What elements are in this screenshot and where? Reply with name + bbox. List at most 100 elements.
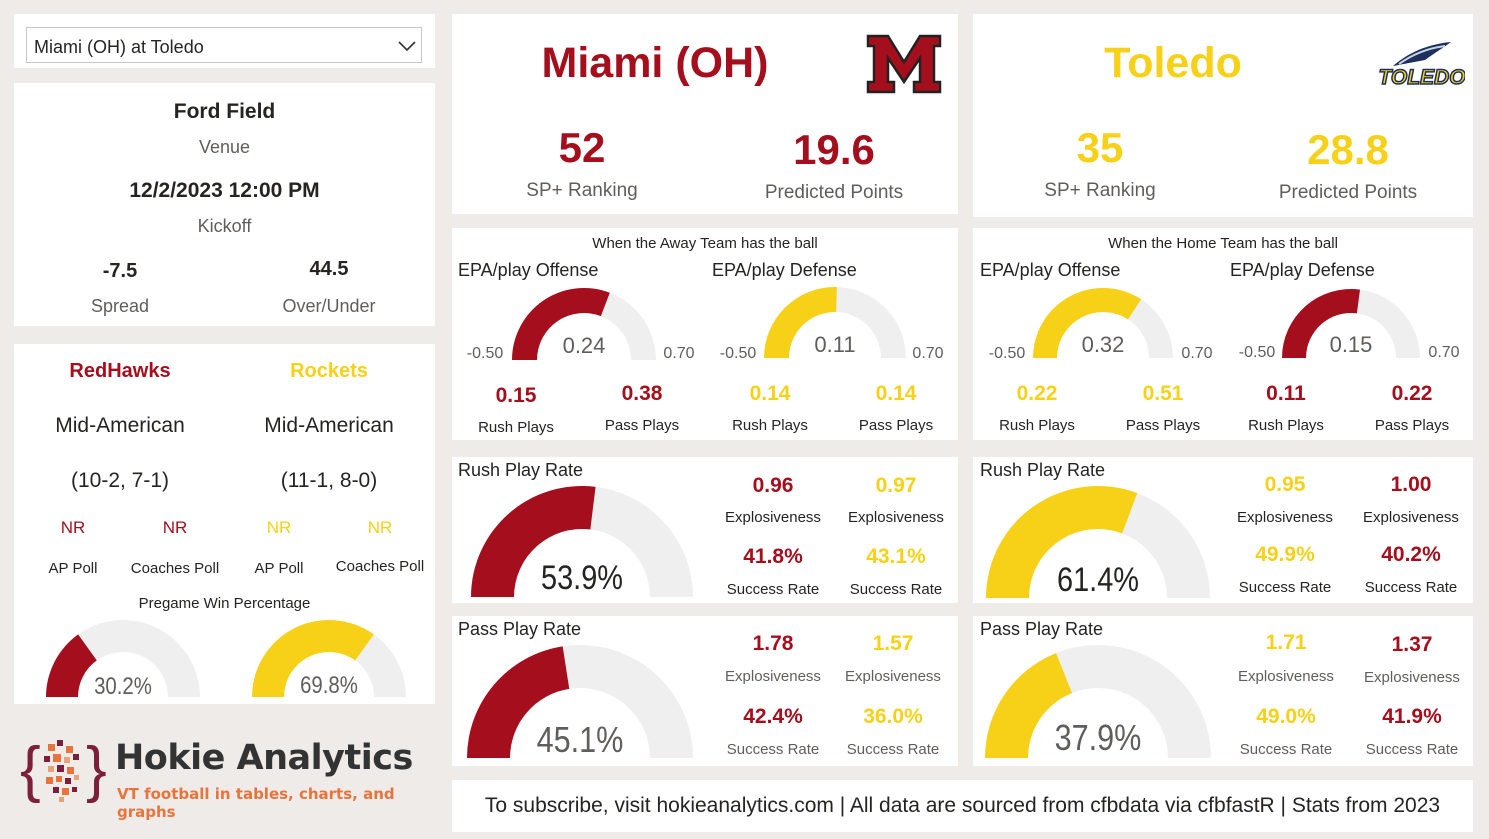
away-def-pass-label: Pass Plays [858,417,934,434]
away-record: (10-2, 7-1) [70,469,170,492]
win-pct-title: Pregame Win Percentage [138,595,311,612]
home-ap-rank: NR [266,518,292,537]
home-def-pass-epa: 0.22 [1391,382,1433,405]
away-pred-label: Predicted Points [764,182,904,203]
away-win-fill [46,634,97,697]
home-win-label: 69.8% [300,671,358,698]
home-epa-offense-fill [1033,288,1142,358]
away-sp-rank: 52 [558,124,606,171]
away-off-rush-label: Rush Plays [478,419,554,436]
away-epa-offense-max: 0.70 [663,345,694,362]
away-def-rush-sr-label: Success Rate [849,581,943,598]
over-under-value: 44.5 [309,258,349,280]
away-epa-offense-title: EPA/play Offense [458,260,599,280]
home-coaches-label: Coaches Poll [335,558,425,575]
away-rush-card: Rush Play Rate 53.9% 0.96 0.97 Explosive… [452,457,958,603]
away-rush-rate: 53.9% [541,558,623,597]
away-def-rush-expl-label: Explosiveness [848,509,944,526]
over-under-label: Over/Under [282,296,376,316]
home-def-rush-epa: 0.11 [1266,382,1306,405]
home-pass-fill [985,653,1073,758]
home-epa-defense-value: 0.15 [1330,332,1373,357]
away-pass-fill [467,646,570,758]
away-def-rush-epa: 0.14 [749,382,791,405]
home-epa-offense-value: 0.32 [1082,332,1125,357]
home-rush-gauge: 61.4% [986,486,1210,599]
home-win-fill [252,619,374,697]
away-pass-title: Pass Play Rate [458,619,582,639]
home-off-pass-expl: 1.71 [1265,631,1307,654]
home-pass-card: Pass Play Rate 37.9% 1.71 1.37 Explosive… [973,616,1473,766]
team-info-card: RedHawks Rockets Mid-American Mid-Americ… [14,344,435,704]
home-header-card: Toledo TOLEDO 35 SP+ Ranking 28.8 Predic… [973,14,1473,217]
game-selector-card: Miami (OH) at Toledo [14,14,435,68]
home-off-pass-label: Pass Plays [1125,417,1201,434]
away-epa-defense-title: EPA/play Defense [712,260,857,280]
home-epa-defense-min: -0.50 [1239,344,1276,361]
brand-tagline: VT football in tables, charts, and graph… [117,785,395,821]
kickoff-time: 12/2/2023 12:00 PM [129,179,320,202]
home-rush-title: Rush Play Rate [980,460,1106,480]
away-coaches-rank: NR [162,518,188,537]
home-team-name: Toledo [1104,39,1242,87]
away-off-rush-sr: 41.8% [743,545,803,568]
away-pass-rate: 45.1% [537,721,624,761]
away-mascot: RedHawks [69,360,171,382]
home-off-rush-expl: 0.95 [1264,473,1306,496]
venue-name: Ford Field [173,100,276,123]
home-conference: Mid-American [264,414,394,437]
brand-name: Hokie Analytics [115,738,413,778]
away-def-pass-epa: 0.14 [875,382,917,405]
home-pred-pts: 28.8 [1307,126,1389,173]
away-off-pass-sr-label: Success Rate [726,741,820,758]
home-rush-card: Rush Play Rate 61.4% 0.95 1.00 Explosive… [973,457,1473,603]
home-mascot: Rockets [290,360,368,382]
away-off-rush-expl-label: Explosiveness [725,509,821,526]
away-off-pass-label: Pass Plays [604,417,680,434]
brand-pixel-icon: { } [20,735,107,804]
home-pass-gauge: 37.9% [985,645,1211,759]
away-epa-title: When the Away Team has the ball [592,235,818,252]
away-ap-rank: NR [60,518,86,537]
game-selector[interactable]: Miami (OH) at Toledo [26,27,422,63]
svg-text:{: { [20,735,41,804]
home-epa-card: When the Home Team has the ball EPA/play… [973,228,1473,440]
away-def-rush-expl: 0.97 [875,474,917,497]
away-rush-title: Rush Play Rate [458,460,584,480]
away-coaches-label: Coaches Poll [130,560,220,577]
venue-label: Venue [198,137,251,157]
home-epa-offense-min: -0.50 [989,345,1026,362]
home-rush-fill [986,486,1138,598]
home-pred-label: Predicted Points [1278,182,1418,203]
home-def-rush-expl-label: Explosiveness [1363,509,1459,526]
home-rush-rate: 61.4% [1057,560,1139,599]
home-epa-defense-max: 0.70 [1428,344,1459,361]
away-sp-label: SP+ Ranking [526,180,638,201]
away-off-pass-expl-label: Explosiveness [725,668,821,685]
home-def-pass-sr: 41.9% [1382,705,1442,728]
toledo-logo-text: TOLEDO [1379,66,1465,89]
away-team-name: Miami (OH) [541,39,769,87]
miami-m-logo [866,34,942,94]
away-epa-offense-value: 0.24 [563,333,606,358]
home-off-rush-expl-label: Explosiveness [1237,509,1333,526]
home-off-rush-sr: 49.9% [1255,543,1315,566]
away-off-pass-expl: 1.78 [752,632,794,655]
home-off-pass-sr: 49.0% [1256,705,1316,728]
home-epa-defense-fill [1282,288,1361,358]
footer-text: To subscribe, visit hokieanalytics.com |… [484,794,1441,817]
away-def-pass-sr: 36.0% [863,705,923,728]
home-pass-title: Pass Play Rate [980,619,1104,639]
away-pred-pts: 19.6 [793,126,875,173]
away-epa-defense-max: 0.70 [912,345,943,362]
home-def-pass-expl: 1.37 [1391,633,1433,656]
home-off-rush-sr-label: Success Rate [1238,579,1332,596]
away-epa-card: When the Away Team has the ball EPA/play… [452,228,958,440]
game-selector-value: Miami (OH) at Toledo [34,37,204,57]
away-epa-defense-min: -0.50 [720,345,757,362]
home-coaches-rank: NR [367,518,393,537]
chevron-down-icon [398,41,416,52]
away-conference: Mid-American [55,414,185,437]
home-epa-title: When the Home Team has the ball [1108,235,1338,252]
away-ap-label: AP Poll [48,560,98,577]
